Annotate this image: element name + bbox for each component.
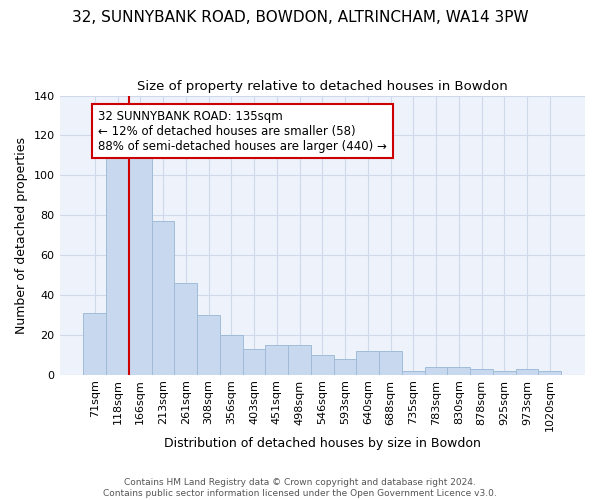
Bar [152,221,175,374]
Title: Size of property relative to detached houses in Bowdon: Size of property relative to detached ho… [137,80,508,93]
Text: Contains HM Land Registry data © Crown copyright and database right 2024.
Contai: Contains HM Land Registry data © Crown c… [103,478,497,498]
Bar [175,283,197,374]
Bar [220,335,242,374]
Bar [334,359,356,374]
Bar [129,140,152,374]
Bar [83,313,106,374]
X-axis label: Distribution of detached houses by size in Bowdon: Distribution of detached houses by size … [164,437,481,450]
Bar [402,370,425,374]
Bar [448,366,470,374]
Bar [106,156,129,374]
Bar [242,349,265,374]
Bar [470,368,493,374]
Bar [288,345,311,374]
Bar [425,366,448,374]
Bar [379,351,402,374]
Bar [197,315,220,374]
Text: 32, SUNNYBANK ROAD, BOWDON, ALTRINCHAM, WA14 3PW: 32, SUNNYBANK ROAD, BOWDON, ALTRINCHAM, … [71,10,529,25]
Y-axis label: Number of detached properties: Number of detached properties [15,136,28,334]
Bar [515,368,538,374]
Text: 32 SUNNYBANK ROAD: 135sqm
← 12% of detached houses are smaller (58)
88% of semi-: 32 SUNNYBANK ROAD: 135sqm ← 12% of detac… [98,110,387,152]
Bar [356,351,379,374]
Bar [311,355,334,374]
Bar [493,370,515,374]
Bar [265,345,288,374]
Bar [538,370,561,374]
